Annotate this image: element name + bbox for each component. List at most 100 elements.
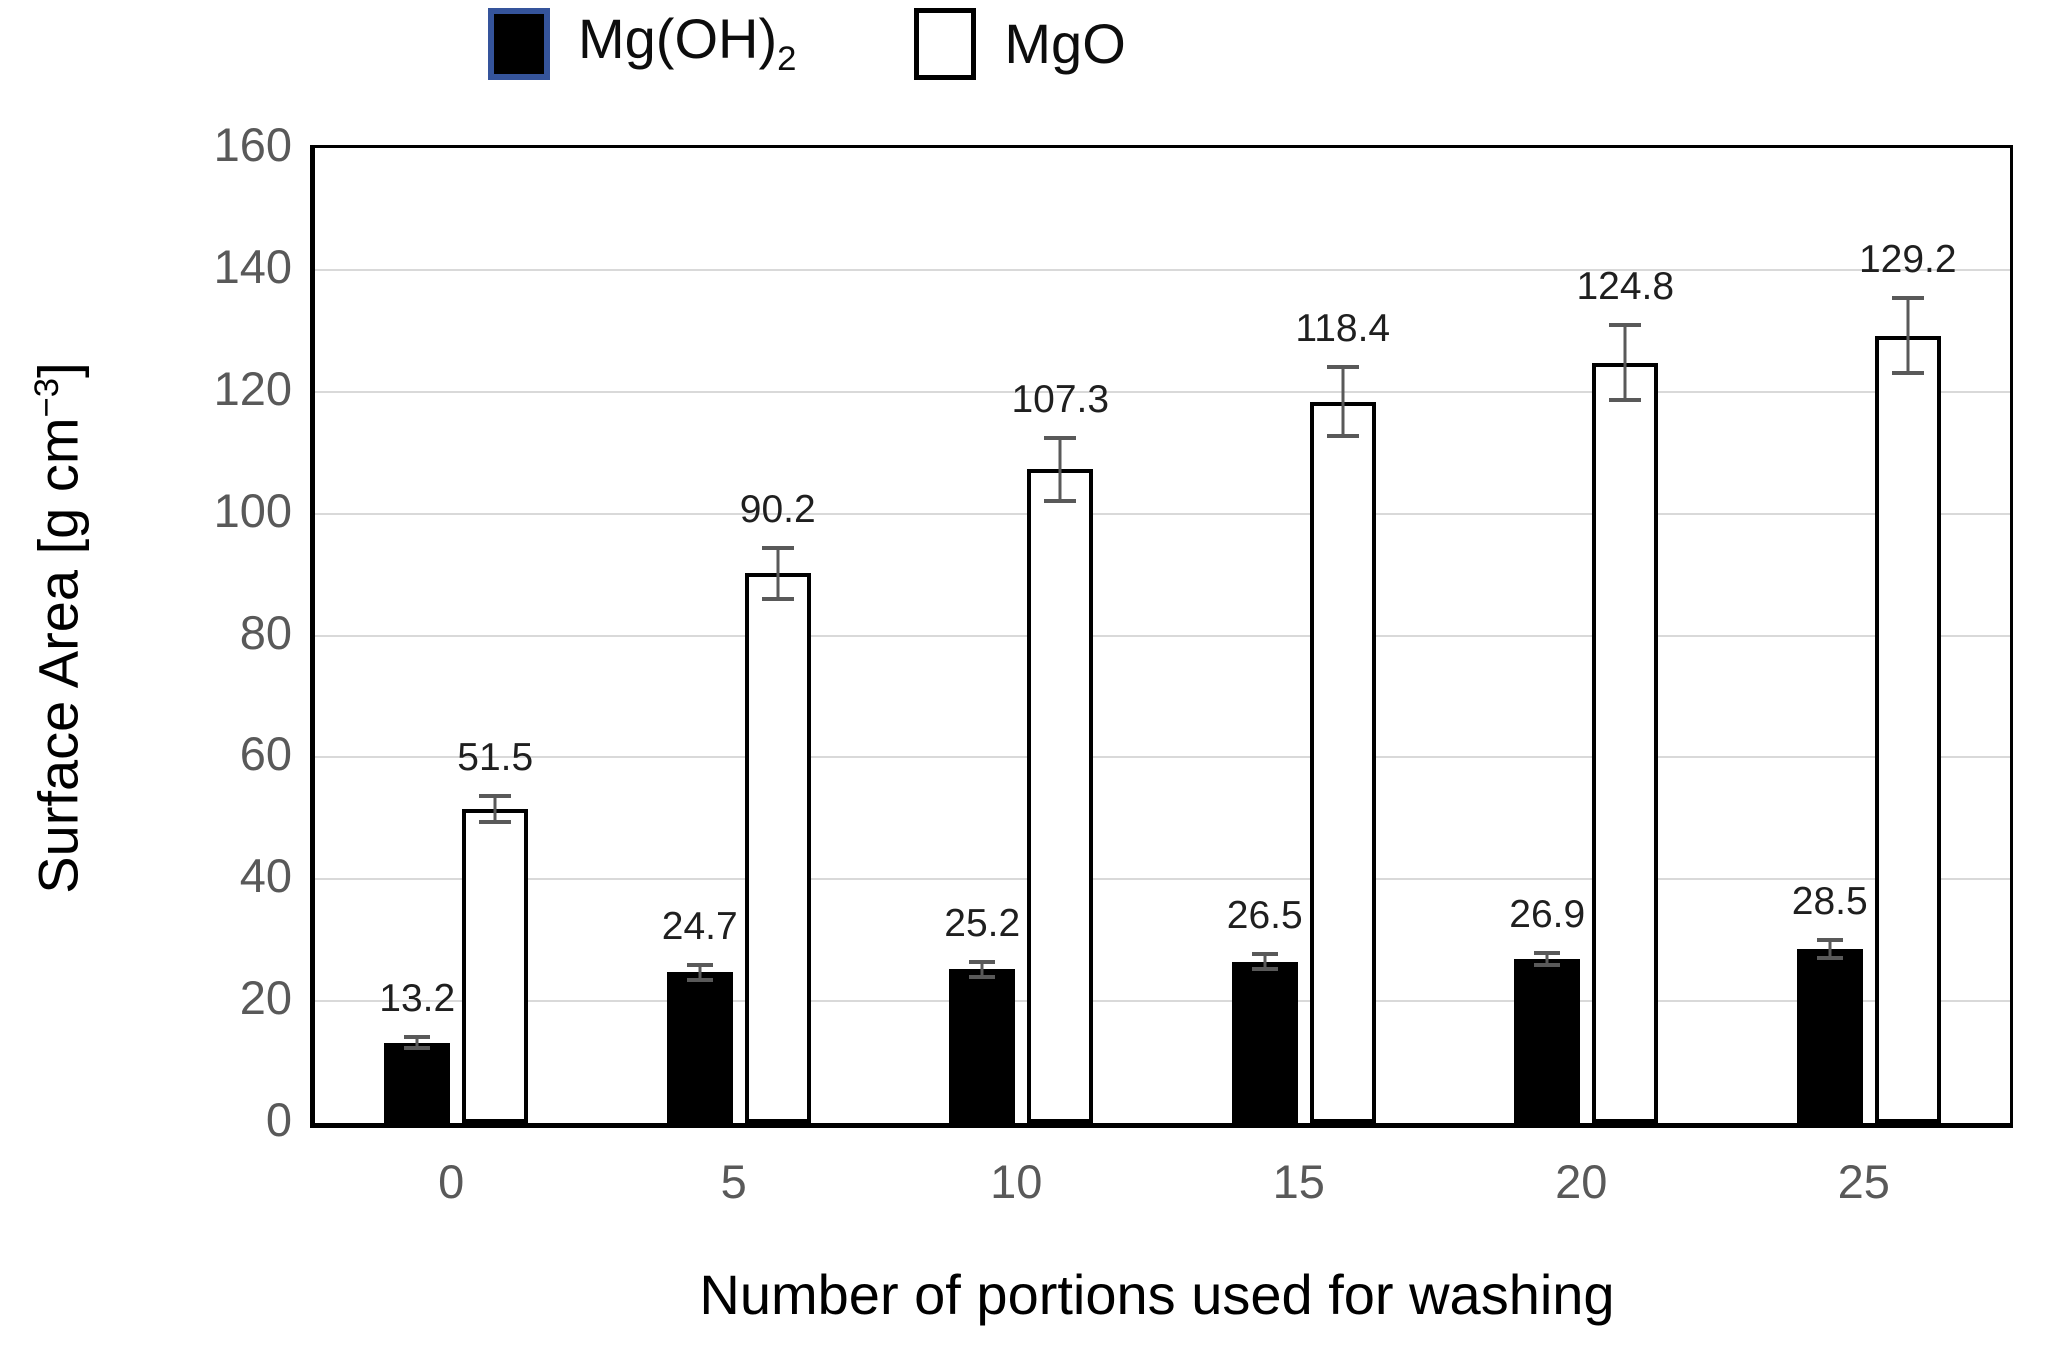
error-bar-cap-bottom: [1891, 371, 1924, 376]
x-tick-15: 15: [1272, 1155, 1325, 1208]
data-label-mgoh2-10: 25.2: [944, 902, 1021, 946]
error-bar-stem: [1623, 322, 1627, 403]
plot-area: 13.2 51.5 24.7 90.2 25.2 107.3 26.5 118.4 26.9 12…: [310, 145, 2013, 1128]
error-bar-mgoh2-10: [969, 960, 996, 979]
bar-mgo-0: [462, 809, 529, 1123]
error-bar-cap-top: [1534, 951, 1561, 956]
error-bar-cap-top: [1816, 938, 1843, 943]
error-bar-cap-top: [1251, 952, 1278, 957]
error-bar-cap-top: [1609, 322, 1642, 327]
data-label-mgoh2-25: 28.5: [1791, 880, 1868, 924]
error-bar-stem: [415, 1035, 419, 1050]
bar-mgo-25: [1874, 335, 1941, 1123]
bar-mgo-10: [1027, 469, 1094, 1123]
x-tick-20: 20: [1555, 1155, 1608, 1208]
bar-mgoh2-5: [666, 972, 733, 1123]
error-bar-cap-bottom: [761, 596, 794, 601]
error-bar-cap-bottom: [1609, 398, 1642, 403]
error-bar-mgoh2-25: [1816, 938, 1843, 961]
x-tick-5: 5: [720, 1155, 747, 1208]
error-bar-cap-bottom: [404, 1045, 431, 1050]
error-bar-stem: [1545, 951, 1549, 967]
error-bar-stem: [1263, 952, 1267, 971]
bar-mgoh2-10: [949, 969, 1016, 1123]
legend: Mg(OH)2 MgO: [488, 8, 1126, 80]
error-bar-cap-top: [479, 793, 512, 798]
y-tick-160: 160: [213, 118, 292, 171]
data-label-mgoh2-15: 26.5: [1226, 894, 1303, 938]
error-bar-cap-top: [761, 545, 794, 550]
error-bar-stem: [1828, 938, 1832, 961]
error-bar-cap-bottom: [1251, 966, 1278, 971]
error-bar-mgoh2-5: [686, 963, 713, 982]
error-bar-cap-top: [969, 960, 996, 965]
gridline-140: [315, 268, 2010, 271]
y-tick-20: 20: [239, 971, 292, 1025]
bar-mgo-15: [1309, 401, 1376, 1123]
error-bar-mgo-20: [1609, 322, 1642, 403]
x-tick-10: 10: [990, 1155, 1043, 1208]
y-tick-60: 60: [239, 727, 292, 781]
y-tick-0: 0: [265, 1093, 292, 1146]
x-tick-0: 0: [438, 1155, 465, 1208]
legend-label-mgoh2: Mg(OH)2: [578, 7, 797, 79]
x-tick-25: 25: [1837, 1155, 1890, 1208]
data-label-mgo-10: 107.3: [1011, 377, 1110, 421]
error-bar-cap-bottom: [1816, 956, 1843, 961]
data-label-mgo-15: 118.4: [1295, 306, 1391, 350]
data-label-mgo-20: 124.8: [1576, 264, 1675, 308]
data-label-mgo-5: 90.2: [739, 487, 816, 531]
error-bar-cap-top: [1326, 364, 1359, 369]
error-bar-cap-top: [686, 963, 713, 968]
error-bar-mgo-25: [1891, 296, 1924, 376]
data-label-mgoh2-20: 26.9: [1509, 893, 1586, 937]
bar-mgo-5: [744, 573, 811, 1123]
legend-item-mgo: MgO: [914, 8, 1126, 80]
y-tick-100: 100: [213, 483, 292, 537]
bar-mgoh2-25: [1796, 949, 1863, 1123]
data-label-mgo-25: 129.2: [1858, 238, 1957, 282]
y-tick-40: 40: [239, 849, 292, 903]
bar-mgoh2-15: [1231, 961, 1298, 1123]
legend-swatch-mgo: [914, 8, 977, 80]
x-axis-title: Number of portions used for washing: [699, 1263, 1615, 1326]
y-tick-140: 140: [213, 239, 292, 293]
error-bar-cap-bottom: [1044, 498, 1077, 503]
error-bar-cap-top: [1044, 435, 1077, 440]
error-bar-cap-bottom: [1534, 963, 1561, 967]
error-bar-cap-top: [404, 1035, 431, 1040]
data-label-mgoh2-5: 24.7: [661, 905, 738, 949]
error-bar-cap-bottom: [1326, 434, 1359, 439]
error-bar-stem: [1906, 296, 1910, 376]
error-bar-mgoh2-20: [1534, 951, 1561, 967]
bar-mgoh2-0: [384, 1042, 451, 1123]
gridline-100: [315, 512, 2010, 515]
error-bar-mgo-0: [479, 793, 512, 825]
bar-mgoh2-20: [1514, 959, 1581, 1123]
error-bar-mgo-5: [761, 545, 794, 601]
error-bar-cap-top: [1891, 296, 1924, 301]
legend-swatch-mgoh2: [488, 8, 550, 80]
y-tick-120: 120: [213, 361, 292, 415]
gridline-20: [315, 1000, 2010, 1003]
data-label-mgoh2-0: 13.2: [379, 977, 456, 1021]
error-bar-cap-bottom: [686, 977, 713, 982]
data-label-mgo-0: 51.5: [457, 735, 534, 779]
legend-item-mgoh2: Mg(OH)2: [488, 8, 796, 80]
y-tick-80: 80: [239, 605, 292, 659]
gridline-40: [315, 878, 2010, 881]
error-bar-stem: [1058, 435, 1062, 503]
gridline-80: [315, 634, 2010, 637]
error-bar-mgo-10: [1044, 435, 1077, 503]
bar-mgo-20: [1592, 362, 1659, 1123]
gridline-120: [315, 390, 2010, 393]
legend-label-mgo: MgO: [1004, 12, 1126, 75]
error-bar-stem: [1341, 364, 1345, 439]
gridline-60: [315, 756, 2010, 759]
error-bar-cap-bottom: [479, 820, 512, 825]
error-bar-stem: [698, 963, 702, 982]
error-bar-mgo-15: [1326, 364, 1359, 439]
error-bar-mgoh2-15: [1251, 952, 1278, 971]
error-bar-stem: [776, 545, 780, 601]
